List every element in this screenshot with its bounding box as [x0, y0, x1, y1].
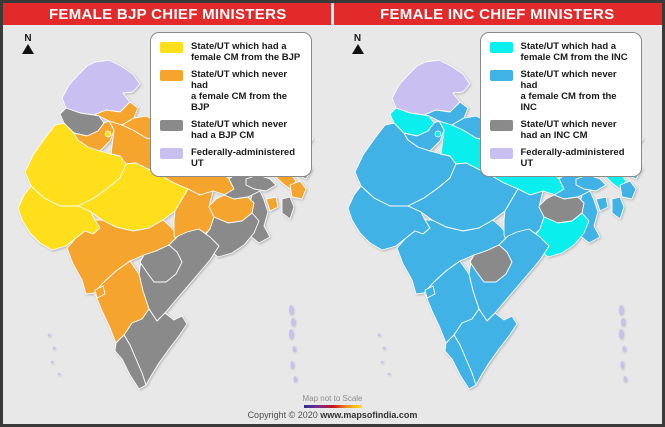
legend-item: Federally-administered UT: [160, 147, 302, 169]
scale-note: Map not to Scale: [302, 394, 363, 403]
state-tripura: [595, 196, 608, 212]
north-label: N: [353, 33, 362, 44]
state-goa: [424, 285, 435, 299]
copyright-domain: www.mapsofindia.com: [320, 410, 418, 420]
state-telangana: [139, 244, 183, 283]
state-andaman-nicobar-island: [292, 346, 296, 352]
legend-swatch-federal_ut-icon: [160, 148, 183, 159]
state-lakshadweep-island: [47, 333, 51, 337]
state-lakshadweep-island: [380, 360, 383, 364]
legend-inc: State/UT which had a female CM from the …: [479, 32, 642, 177]
state-lakshadweep-island: [50, 360, 54, 364]
legend-item: State/UT which never had a BJP CM: [160, 119, 302, 141]
legend-swatch-never_cm-icon: [160, 120, 183, 131]
state-haryana: [403, 120, 444, 152]
legend-item: State/UT which never had a female CM fro…: [160, 69, 302, 113]
panel-bjp-header: FEMALE BJP CHIEF MINISTERS: [3, 3, 333, 25]
panel-inc-title: FEMALE INC CHIEF MINISTERS: [380, 5, 615, 23]
state-goa: [94, 285, 106, 299]
state-manipur: [619, 180, 636, 200]
north-arrow-icon: [22, 44, 34, 54]
state-andaman-nicobar-island: [289, 329, 293, 339]
state-andaman-nicobar-island: [290, 361, 294, 369]
legend-swatch-had_female_cm-icon: [160, 42, 183, 53]
copyright-text: Copyright © 2020: [247, 410, 321, 420]
state-delhi: [104, 130, 112, 138]
north-arrow: N: [21, 34, 35, 54]
state-telangana: [469, 244, 512, 283]
legend-item: Federally-administered UT: [489, 147, 632, 169]
legend-item: State/UT which never had a female CM fro…: [489, 69, 632, 113]
legend-label: State/UT which had a female CM from the …: [191, 41, 301, 63]
state-mizoram: [611, 196, 624, 220]
state-andaman-nicobar-island: [620, 318, 625, 326]
state-lakshadweep-island: [382, 346, 385, 350]
state-mizoram: [281, 196, 295, 220]
north-arrow: N: [351, 34, 365, 54]
state-andaman-nicobar-island: [623, 376, 626, 382]
state-lakshadweep-island: [52, 346, 56, 350]
state-haryana: [73, 120, 115, 152]
state-manipur: [289, 180, 307, 200]
north-label: N: [24, 33, 32, 44]
north-arrow-icon: [351, 44, 364, 54]
state-lakshadweep-island: [387, 372, 390, 376]
legend-label: Federally-administered UT: [520, 147, 625, 169]
legend-label: State/UT which never had a BJP CM: [191, 119, 288, 141]
state-kerala: [444, 334, 476, 390]
panel-inc: FEMALE INC CHIEF MINISTERS N State/UT wh…: [332, 3, 662, 424]
state-andaman-nicobar-island: [293, 376, 297, 382]
legend-label: State/UT which had a female CM from the …: [520, 41, 628, 63]
state-lakshadweep-island: [377, 333, 380, 337]
legend-bjp: State/UT which had a female CM from the …: [150, 32, 312, 177]
legend-swatch-never_cm-icon: [489, 120, 513, 131]
legend-label: State/UT which never had a female CM fro…: [520, 69, 617, 113]
legend-item: State/UT which never had an INC CM: [489, 119, 632, 141]
gradient-bar-logo: [303, 405, 362, 408]
copyright: Copyright © 2020 www.mapsofindia.com: [3, 410, 662, 420]
state-tripura: [265, 196, 279, 212]
legend-swatch-had_female_cm-icon: [489, 42, 513, 53]
state-kerala: [114, 334, 147, 390]
legend-label: Federally-administered UT: [191, 147, 296, 169]
panel-bjp-title: FEMALE BJP CHIEF MINISTERS: [48, 5, 287, 23]
legend-swatch-no_female_cm-icon: [489, 70, 513, 81]
legend-label: State/UT which never had a female CM fro…: [191, 69, 288, 113]
state-andaman-nicobar-island: [620, 361, 623, 369]
state-andaman-nicobar-island: [291, 318, 295, 326]
state-andaman-nicobar-island: [618, 305, 623, 315]
header-divider: [331, 3, 334, 25]
footer: Map not to Scale Copyright © 2020 www.ma…: [3, 394, 662, 420]
state-delhi: [434, 130, 441, 138]
legend-label: State/UT which never had an INC CM: [520, 119, 617, 141]
state-lakshadweep-island: [57, 372, 61, 376]
legend-item: State/UT which had a female CM from the …: [160, 41, 302, 63]
legend-swatch-federal_ut-icon: [489, 148, 513, 159]
state-andaman-nicobar-island: [622, 346, 625, 352]
panel-inc-header: FEMALE INC CHIEF MINISTERS: [332, 3, 662, 25]
legend-item: State/UT which had a female CM from the …: [489, 41, 632, 63]
state-andaman-nicobar-island: [618, 329, 623, 339]
state-andaman-nicobar-island: [289, 305, 293, 315]
panel-bjp: FEMALE BJP CHIEF MINISTERS N State/UT wh…: [3, 3, 333, 424]
legend-swatch-no_female_cm-icon: [160, 70, 183, 81]
